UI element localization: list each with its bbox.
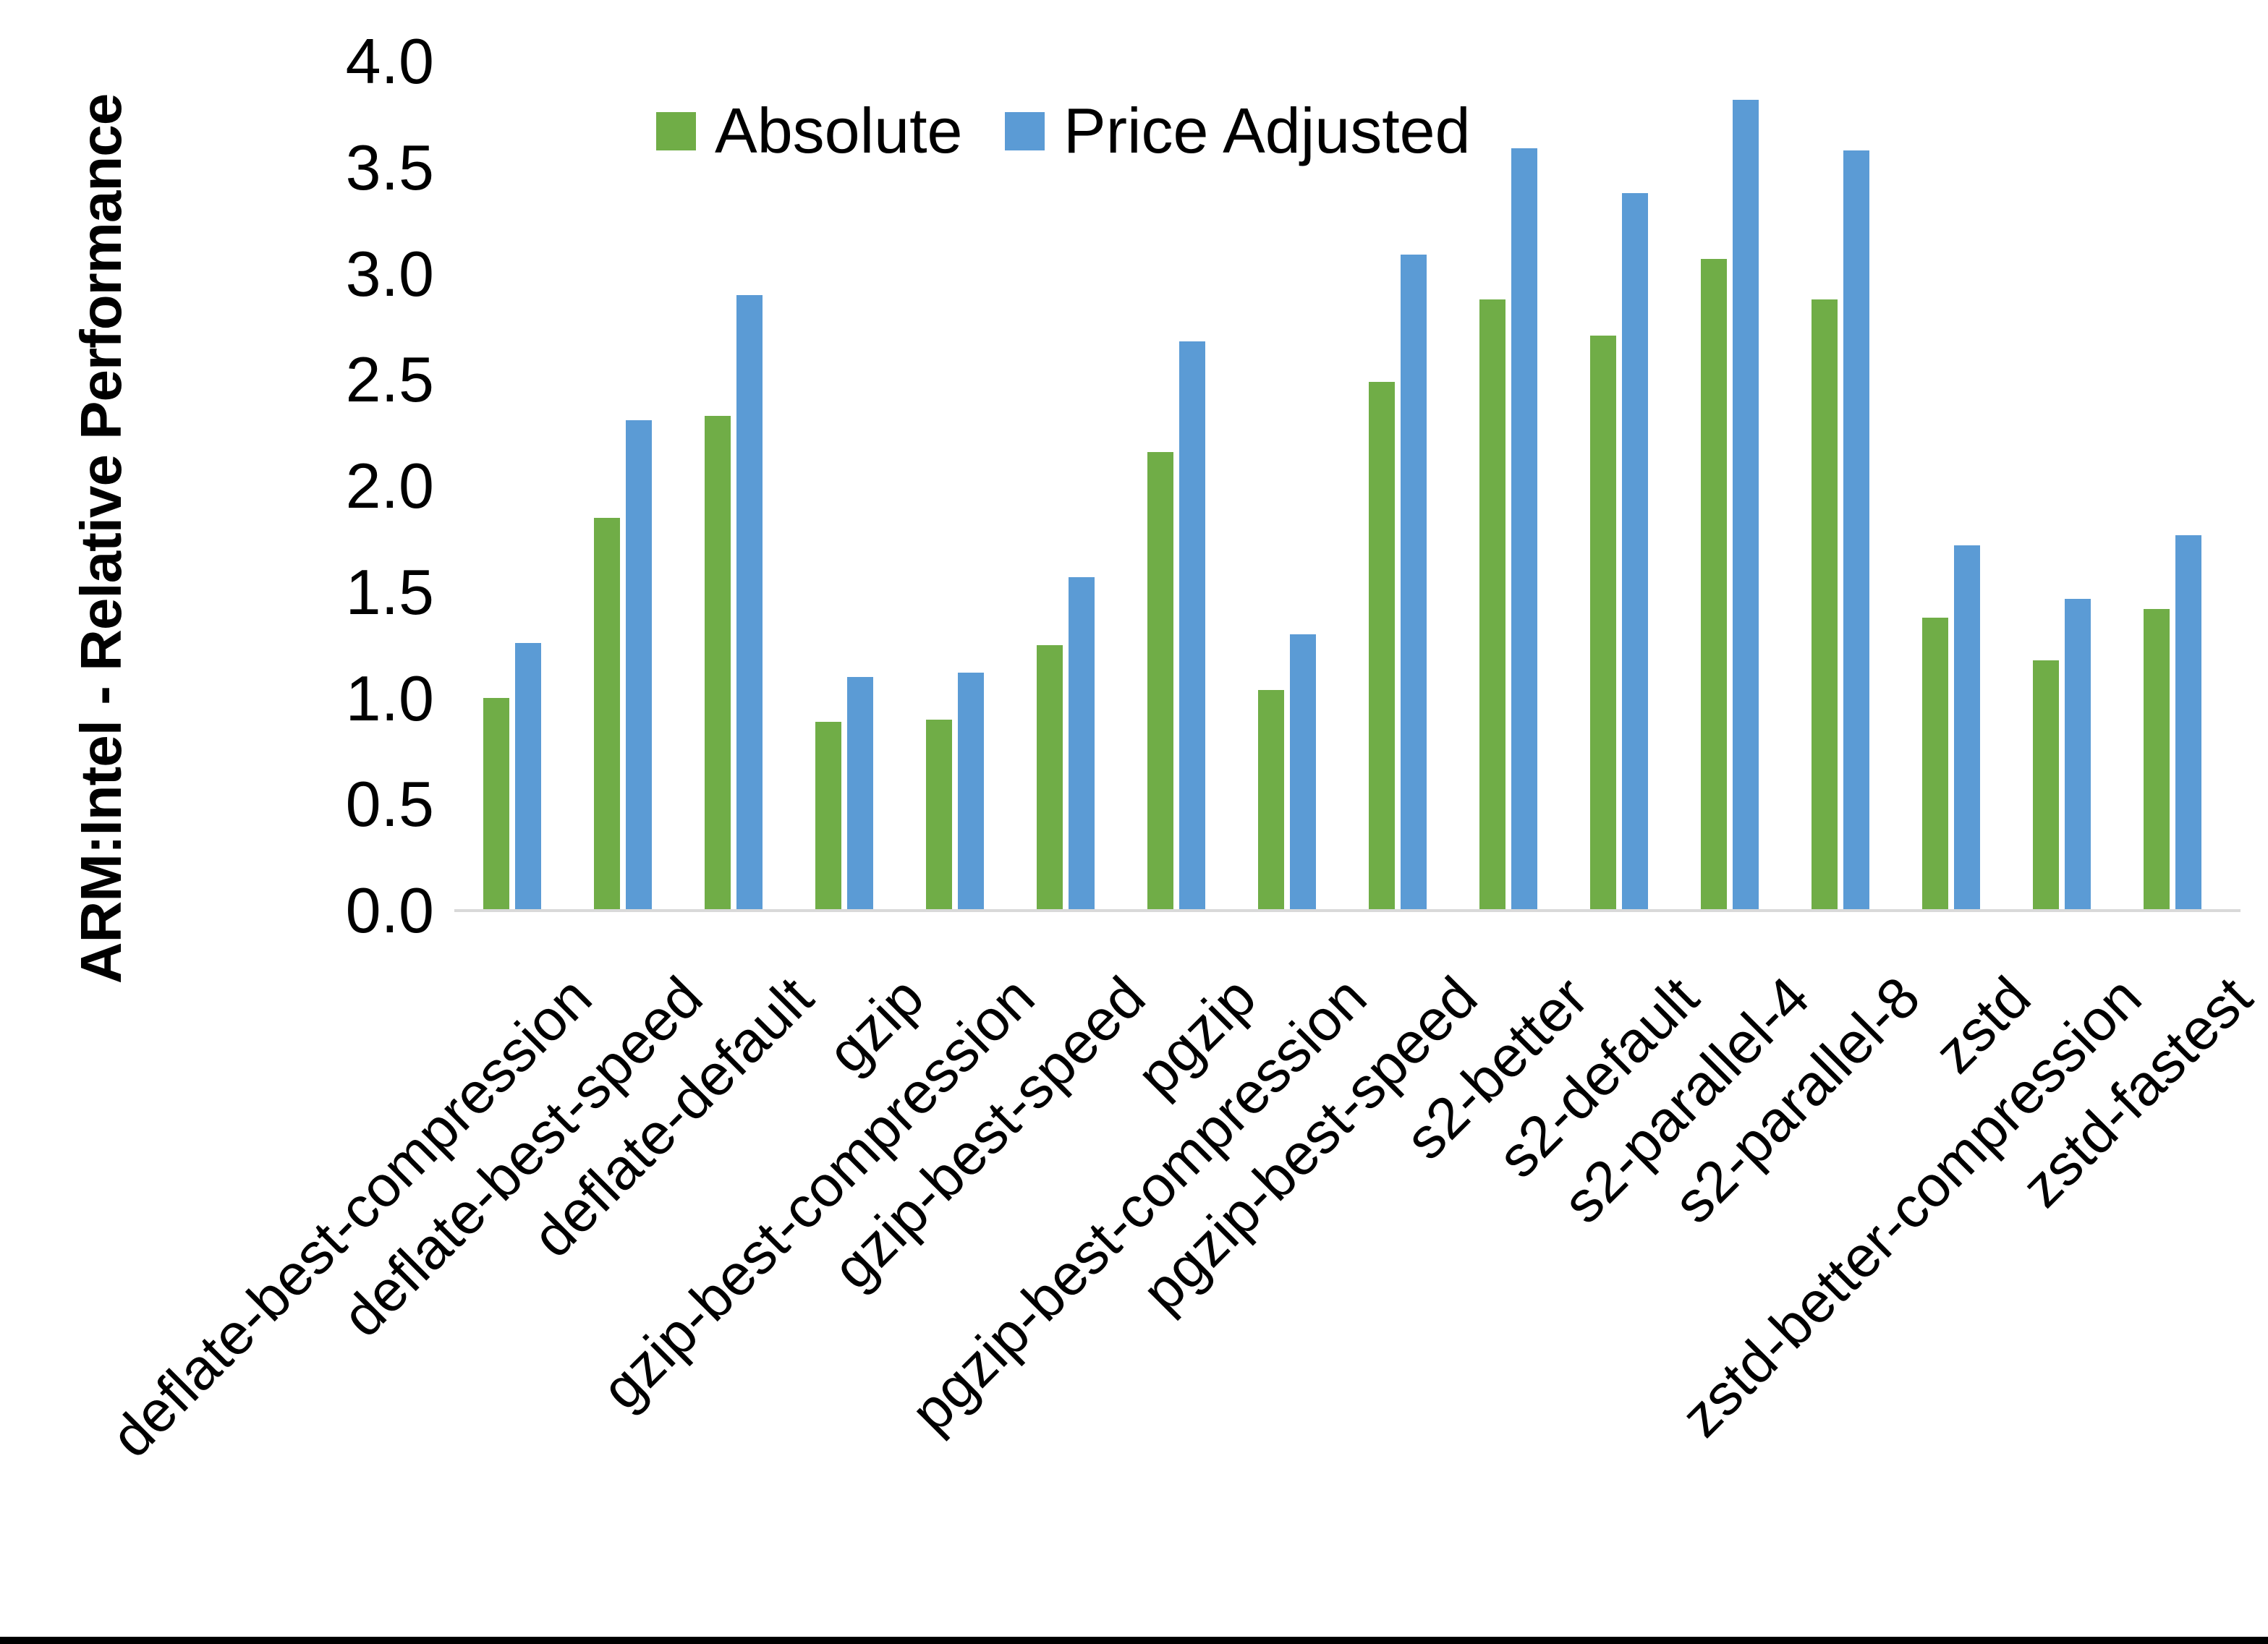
bar-absolute-gzip-best-compression	[926, 720, 952, 911]
y-tick-label-0.5: 0.5	[345, 768, 434, 840]
bar-price-adjusted-s2-default	[1622, 193, 1648, 911]
legend-swatch-absolute	[656, 111, 696, 150]
bar-price-adjusted-gzip	[847, 677, 873, 911]
bar-price-adjusted-s2-parallel-8	[1843, 150, 1869, 911]
bar-absolute-s2-parallel-4	[1701, 259, 1727, 911]
legend-label: Price Adjusted	[1063, 95, 1471, 166]
legend-item-price-adjusted: Price Adjusted	[1005, 93, 1471, 169]
bar-price-adjusted-pgzip	[1179, 341, 1205, 911]
bar-price-adjusted-s2-parallel-4	[1733, 100, 1759, 911]
legend: Absolute Price Adjusted	[0, 93, 2268, 172]
y-tick-label-3.0: 3.0	[345, 237, 434, 310]
bar-absolute-s2-better	[1479, 299, 1505, 911]
bar-price-adjusted-pgzip-best-speed	[1401, 255, 1427, 911]
bar-price-adjusted-gzip-best-compression	[958, 673, 984, 911]
bar-absolute-zstd-better-compression	[2033, 660, 2059, 911]
bar-absolute-deflate-best-compression	[483, 698, 509, 911]
bar-absolute-gzip-best-speed	[1037, 645, 1063, 911]
y-tick-label-3.5: 3.5	[345, 131, 434, 203]
y-tick-label-4.0: 4.0	[345, 25, 434, 97]
y-tick-label-1.5: 1.5	[345, 555, 434, 628]
bar-absolute-pgzip-best-speed	[1369, 382, 1395, 911]
legend-label: Absolute	[715, 95, 963, 166]
legend-item-absolute: Absolute	[656, 93, 962, 169]
x-axis-line	[454, 909, 2241, 912]
y-tick-label-0.0: 0.0	[345, 874, 434, 946]
bar-absolute-s2-default	[1590, 336, 1616, 911]
bar-price-adjusted-pgzip-best-compression	[1290, 634, 1316, 911]
legend-swatch-price-adjusted	[1005, 111, 1045, 150]
bar-absolute-deflate-default	[705, 416, 731, 911]
bar-price-adjusted-zstd	[1954, 545, 1980, 911]
bar-price-adjusted-s2-better	[1511, 148, 1537, 911]
bar-absolute-gzip	[815, 722, 841, 911]
y-tick-label-2.0: 2.0	[345, 450, 434, 521]
y-tick-label-2.5: 2.5	[345, 344, 434, 416]
bar-absolute-pgzip	[1147, 452, 1173, 911]
bar-price-adjusted-zstd-fastest	[2175, 535, 2201, 911]
bar-absolute-pgzip-best-compression	[1258, 690, 1284, 911]
bar-absolute-zstd	[1922, 618, 1948, 911]
bar-absolute-deflate-best-speed	[594, 518, 620, 911]
bar-price-adjusted-deflate-best-speed	[626, 420, 652, 911]
bar-absolute-s2-parallel-8	[1812, 299, 1838, 911]
bar-price-adjusted-gzip-best-speed	[1069, 577, 1095, 911]
bar-price-adjusted-deflate-best-compression	[515, 643, 541, 911]
bar-absolute-zstd-fastest	[2144, 609, 2170, 911]
bar-price-adjusted-deflate-default	[736, 295, 763, 911]
y-axis-title: ARM:Intel - Relative Performance	[69, 93, 133, 984]
y-tick-label-1.0: 1.0	[345, 662, 434, 734]
bottom-border	[0, 1637, 2268, 1644]
bar-price-adjusted-zstd-better-compression	[2065, 599, 2091, 911]
